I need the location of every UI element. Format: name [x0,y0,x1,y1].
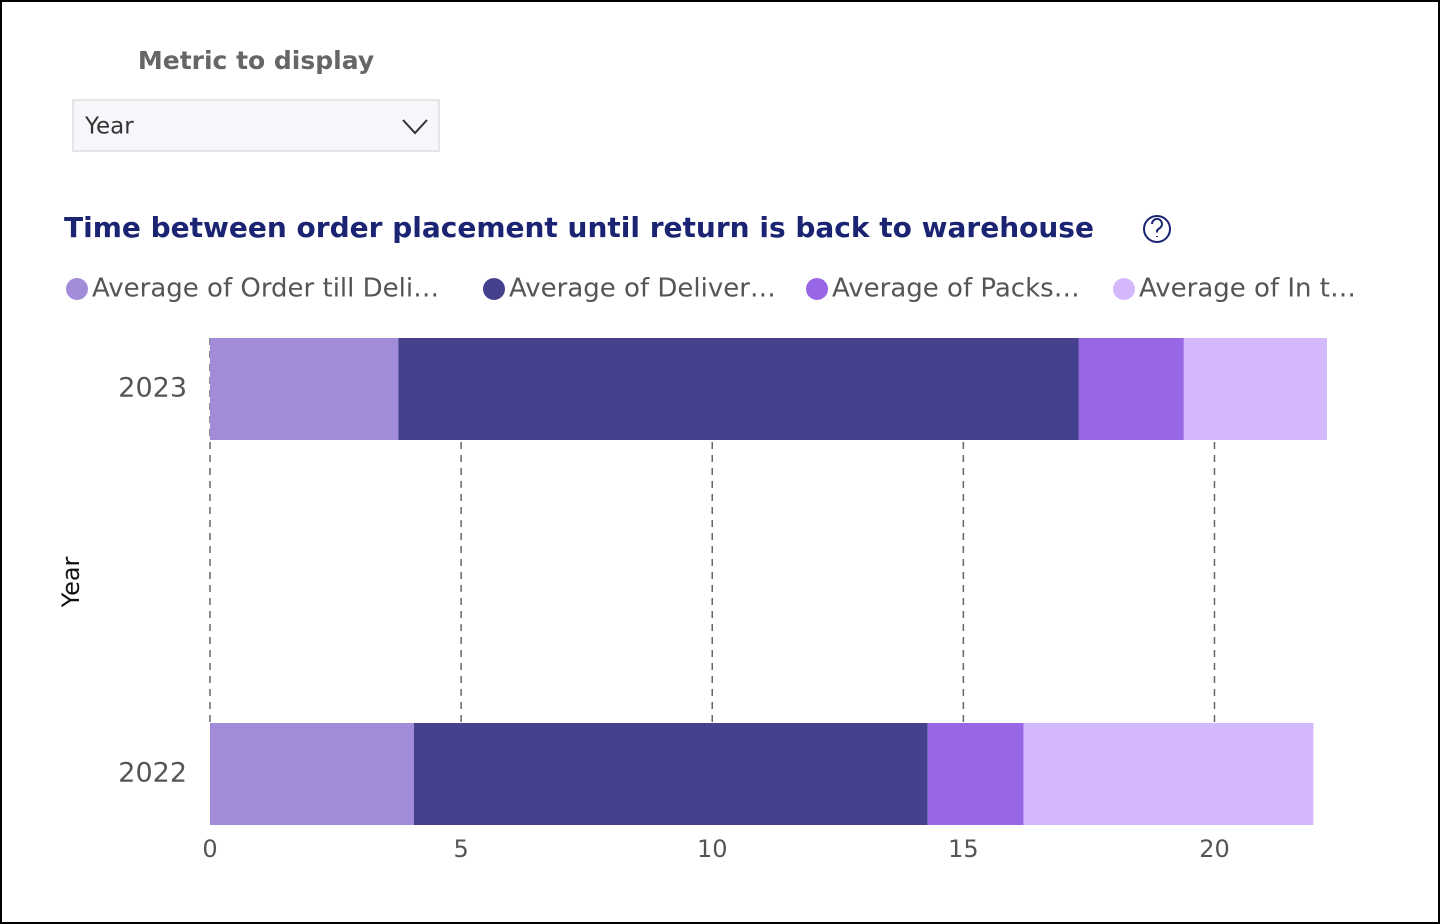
legend-label[interactable]: Average of In t… [1139,274,1356,304]
bar-segment[interactable] [413,723,928,825]
help-mark[interactable] [1150,217,1163,237]
dropdown-value[interactable]: Year [84,114,134,140]
help-icon[interactable] [1143,215,1171,243]
x-tick-label: 20 [1199,835,1230,863]
legend-marker[interactable] [806,278,828,300]
bar-segment[interactable] [1078,338,1184,440]
bar-segment[interactable] [1023,723,1314,825]
bar-segment[interactable] [210,723,414,825]
bar-segment[interactable] [927,723,1024,825]
x-tick-label: 15 [948,835,979,863]
legend-label[interactable]: Average of Deliver… [509,274,776,304]
x-tick-label: 5 [453,835,468,863]
legend-label[interactable]: Average of Order till Deli… [92,274,439,304]
x-tick-label: 0 [202,835,217,863]
y-tick-label: 2023 [118,373,187,404]
dropdown-box[interactable] [72,99,440,152]
dropdown-chevron[interactable] [402,119,428,135]
legend-marker[interactable] [1113,278,1135,300]
y-axis-label: Year [57,556,85,608]
bar-segment[interactable] [1183,338,1327,440]
legend-marker[interactable] [66,278,88,300]
legend-label[interactable]: Average of Packs… [832,274,1080,304]
x-tick-label: 10 [697,835,728,863]
bar-segment[interactable] [210,338,399,440]
dropdown[interactable]: Year [72,99,440,152]
help-circle[interactable] [1143,215,1171,243]
control-label: Metric to display [138,46,374,75]
legend-marker[interactable] [483,278,505,300]
y-tick-label: 2022 [118,758,187,789]
bar-segment[interactable] [398,338,1079,440]
chart-title: Time between order placement until retur… [64,211,1094,244]
